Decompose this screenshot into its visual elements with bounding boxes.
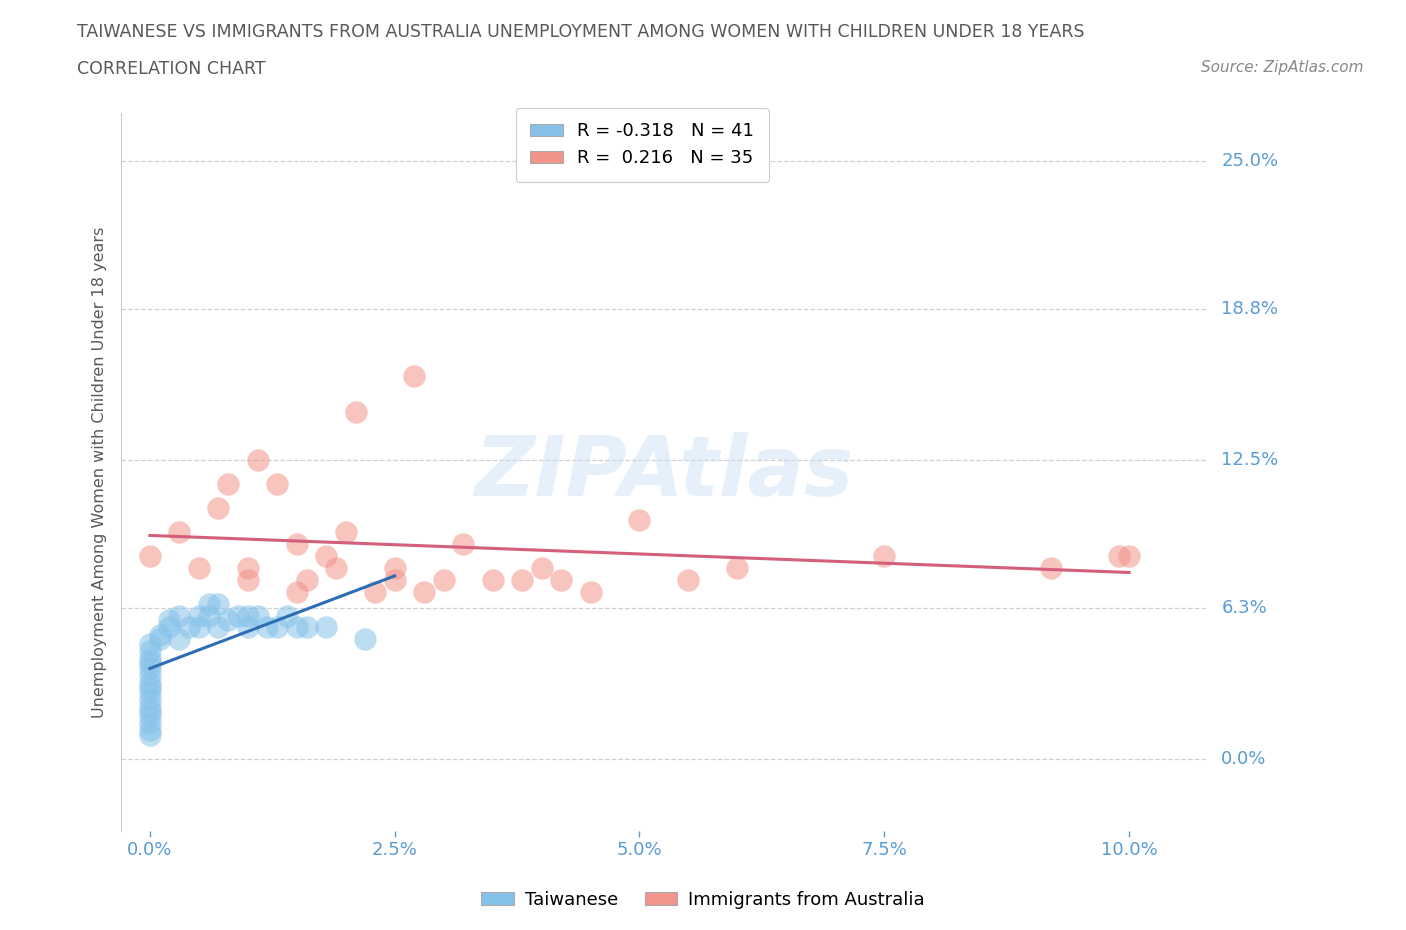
Point [139,709,162,724]
Point [159,613,181,628]
Point [226,608,249,623]
Point [139,660,162,675]
Point [344,405,367,419]
Point [678,572,700,587]
Point [256,620,278,635]
Point [207,620,229,635]
Text: 6.3%: 6.3% [1222,599,1267,618]
Point [139,651,162,666]
Point [246,453,269,468]
Point [335,525,357,539]
Point [139,716,162,731]
Text: 25.0%: 25.0% [1222,153,1278,170]
Point [139,644,162,658]
Point [149,627,172,642]
Point [364,584,387,599]
Point [1118,549,1140,564]
Point [413,584,436,599]
Point [579,584,602,599]
Point [187,620,209,635]
Text: 12.5%: 12.5% [1222,451,1278,469]
Point [217,476,239,491]
Point [1108,549,1130,564]
Point [285,584,308,599]
Point [404,369,426,384]
Point [266,620,288,635]
Point [159,620,181,635]
Legend: R = -0.318   N = 41, R =  0.216   N = 35: R = -0.318 N = 41, R = 0.216 N = 35 [516,108,769,182]
Point [236,572,259,587]
Point [510,572,533,587]
Point [481,572,503,587]
Point [139,692,162,707]
Point [276,608,298,623]
Text: CORRELATION CHART: CORRELATION CHART [77,60,266,78]
Point [207,596,229,611]
Point [236,620,259,635]
Point [873,549,896,564]
Point [197,596,219,611]
Point [139,699,162,714]
Point [139,637,162,652]
Point [177,620,200,635]
Point [236,560,259,575]
Point [149,632,172,647]
Point [139,675,162,690]
Point [725,560,748,575]
Point [354,632,377,647]
Point [207,500,229,515]
Point [169,632,191,647]
Point [285,620,308,635]
Point [295,572,318,587]
Text: ZIPAtlas: ZIPAtlas [474,432,853,512]
Point [384,572,406,587]
Point [246,608,269,623]
Point [139,704,162,719]
Point [384,560,406,575]
Point [139,727,162,742]
Point [266,476,288,491]
Point [285,537,308,551]
Point [315,549,337,564]
Point [315,620,337,635]
Point [451,537,474,551]
Point [628,512,651,527]
Point [187,608,209,623]
Text: Source: ZipAtlas.com: Source: ZipAtlas.com [1201,60,1364,75]
Y-axis label: Unemployment Among Women with Children Under 18 years: Unemployment Among Women with Children U… [93,226,107,718]
Point [139,656,162,671]
Point [530,560,553,575]
Text: 0.0%: 0.0% [1222,750,1267,768]
Point [236,608,259,623]
Point [139,723,162,737]
Point [139,549,162,564]
Point [139,680,162,695]
Point [295,620,318,635]
Point [139,668,162,683]
Text: TAIWANESE VS IMMIGRANTS FROM AUSTRALIA UNEMPLOYMENT AMONG WOMEN WITH CHILDREN UN: TAIWANESE VS IMMIGRANTS FROM AUSTRALIA U… [77,23,1085,41]
Point [139,684,162,699]
Point [325,560,347,575]
Legend: Taiwanese, Immigrants from Australia: Taiwanese, Immigrants from Australia [474,884,932,916]
Point [550,572,572,587]
Point [197,608,219,623]
Point [187,560,209,575]
Point [433,572,456,587]
Point [217,613,239,628]
Point [169,608,191,623]
Text: 18.8%: 18.8% [1222,300,1278,318]
Point [169,525,191,539]
Point [1039,560,1062,575]
